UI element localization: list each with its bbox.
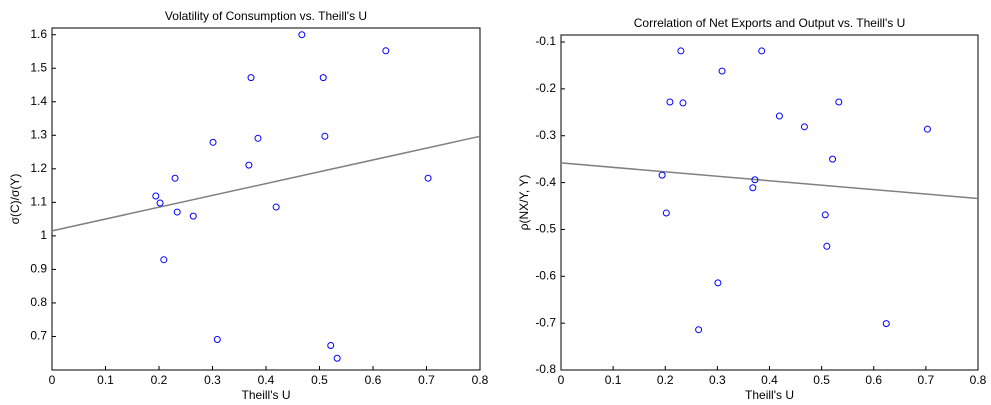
point <box>247 74 255 82</box>
y-tick-label: 1.1 <box>30 195 47 209</box>
point <box>333 354 341 362</box>
y-tick-label: -0.4 <box>535 175 556 189</box>
point <box>272 203 280 211</box>
point <box>156 199 164 207</box>
x-tick-label: 0.3 <box>709 373 726 387</box>
axes-box <box>51 27 481 371</box>
point <box>758 47 766 55</box>
point <box>382 47 390 55</box>
point <box>823 242 831 250</box>
point <box>829 155 837 163</box>
point <box>718 67 726 75</box>
fit-line <box>51 135 481 232</box>
point <box>160 256 168 264</box>
y-tick-label: -0.8 <box>535 362 556 376</box>
y-tick-label: -0.1 <box>535 34 556 48</box>
x-axis-label: Theill's U <box>242 388 291 402</box>
x-tick-label: 0.4 <box>761 373 778 387</box>
point <box>695 326 703 334</box>
point <box>775 112 783 120</box>
point <box>189 212 197 220</box>
x-tick-label: 0.4 <box>258 373 275 387</box>
point <box>714 279 722 287</box>
point <box>658 171 666 179</box>
point <box>800 123 808 131</box>
y-tick-label: 0.9 <box>30 262 47 276</box>
point <box>751 176 759 184</box>
y-tick-label: 1 <box>40 228 47 242</box>
point <box>171 174 179 182</box>
point <box>213 335 221 343</box>
point <box>173 208 181 216</box>
point <box>245 161 253 169</box>
x-tick-label: 0.1 <box>605 373 622 387</box>
point <box>882 320 890 328</box>
point <box>821 211 829 219</box>
y-tick-label: -0.2 <box>535 81 556 95</box>
y-tick-label: 1.5 <box>30 60 47 74</box>
point <box>152 192 160 200</box>
x-axis-label: Theill's U <box>745 388 794 402</box>
point <box>749 184 757 192</box>
point <box>209 138 217 146</box>
point <box>923 125 931 133</box>
x-tick-label: 0.8 <box>970 373 987 387</box>
x-tick-label: 0.7 <box>418 373 435 387</box>
y-tick-label: -0.5 <box>535 222 556 236</box>
fit-line <box>560 162 979 200</box>
point <box>327 342 335 350</box>
x-tick-label: 0.6 <box>865 373 882 387</box>
x-tick-label: 0.7 <box>918 373 935 387</box>
x-tick-label: 0 <box>49 373 56 387</box>
point <box>424 174 432 182</box>
y-tick-label: 0.7 <box>30 329 47 343</box>
chart-title: Volatility of Consumption vs. Theill's U <box>165 9 367 23</box>
x-tick-label: 0.8 <box>472 373 489 387</box>
y-tick-label: 0.8 <box>30 295 47 309</box>
point <box>254 134 262 142</box>
x-tick-label: 0.6 <box>365 373 382 387</box>
x-tick-label: 0.5 <box>311 373 328 387</box>
x-tick-label: 0.1 <box>97 373 114 387</box>
y-tick-label: 1.2 <box>30 161 47 175</box>
x-tick-label: 0.5 <box>813 373 830 387</box>
x-tick-label: 0.2 <box>657 373 674 387</box>
x-tick-label: 0.2 <box>151 373 168 387</box>
point <box>298 31 306 39</box>
point <box>677 47 685 55</box>
x-tick-label: 0.3 <box>204 373 221 387</box>
y-axis-label: ρ(NX/Y, Y) <box>517 175 531 231</box>
y-tick-label: -0.7 <box>535 315 556 329</box>
y-tick-label: -0.6 <box>535 268 556 282</box>
x-tick-label: 0 <box>558 373 565 387</box>
point <box>666 98 674 106</box>
chart-title: Correlation of Net Exports and Output vs… <box>634 16 906 30</box>
y-axis-label: σ(C)/σ(Y) <box>8 174 22 225</box>
axes-box <box>560 34 979 371</box>
point <box>662 209 670 217</box>
y-tick-label: 1.4 <box>30 94 47 108</box>
y-tick-label: 1.3 <box>30 127 47 141</box>
y-tick-label: 1.6 <box>30 27 47 41</box>
y-tick-label: -0.3 <box>535 128 556 142</box>
point <box>679 99 687 107</box>
point <box>319 74 327 82</box>
point <box>835 98 843 106</box>
point <box>321 132 329 140</box>
